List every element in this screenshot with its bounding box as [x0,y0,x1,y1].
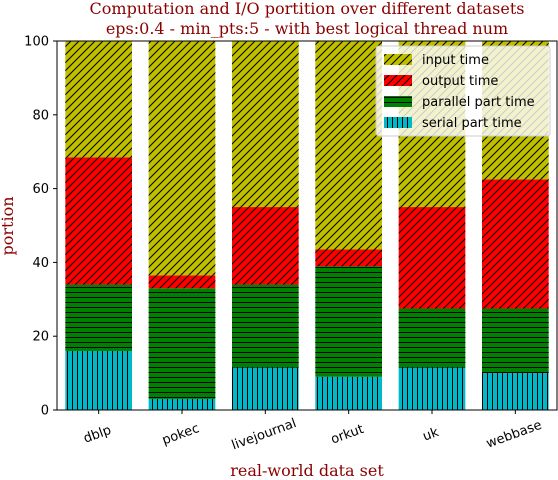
y-tick-label: 40 [32,256,49,271]
legend-box [375,45,551,137]
y-axis-label: portion [0,196,17,255]
bar-orkut-input-time [315,41,382,250]
x-tick-label: livejournal [230,416,299,453]
bar-dblp-parallel-part-time [65,284,132,351]
bar-uk-output-time [398,207,466,309]
y-tick-label: 0 [41,404,49,419]
bar-webbase-output-time [482,179,549,309]
y-tick-label: 20 [32,330,49,345]
bar-dblp-serial-part-time [65,350,132,410]
bar-orkut-output-time [315,249,382,267]
bar-livejournal-input-time [232,41,299,208]
x-tick-label: uk [421,425,441,445]
bar-orkut-parallel-part-time [315,266,382,377]
legend-item-parallel-part-time: parallel part time [384,95,535,110]
bar-webbase-serial-part-time [482,373,549,410]
legend-label: serial part time [422,116,522,131]
y-tick-label: 60 [32,182,49,197]
bar-pokec-serial-part-time [148,398,216,410]
bar-orkut-serial-part-time [315,376,382,410]
bar-webbase-parallel-part-time [482,308,549,374]
x-axis: dblp pokec livejournal orkut uk webbase [82,410,544,453]
x-tick-label: pokec [160,421,201,448]
legend-item-output-time: output time [384,74,498,89]
legend: input time output time parallel part time s… [375,45,551,137]
y-tick-label: 80 [32,108,49,123]
y-axis: 0 20 40 60 80 100 [24,35,57,419]
x-tick-label: webbase [484,418,544,452]
bar-dblp-input-time [65,41,132,158]
legend-item-input-time: input time [384,53,489,68]
bar-livejournal-serial-part-time [232,367,299,410]
plot-frame [56,40,558,411]
bar-pokec-parallel-part-time [148,288,216,399]
legend-item-serial-part-time: serial part time [384,116,522,131]
legend-label: parallel part time [422,95,535,110]
legend-label: input time [422,53,489,68]
legend-label: output time [422,74,498,89]
bar-dblp-output-time [65,157,132,285]
x-tick-label: orkut [329,422,366,448]
x-tick-label: dblp [82,423,114,447]
bar-uk-serial-part-time [398,367,466,410]
bar-livejournal-output-time [232,207,299,285]
bar-pokec-input-time [148,41,216,276]
bar-pokec-output-time [148,275,216,289]
chart-subtitle: eps:0.4 - min_pts:5 - with best logical … [106,19,508,38]
bar-uk-parallel-part-time [398,308,466,368]
bars-group [65,41,549,410]
x-axis-label: real-world data set [230,461,384,480]
y-tick-label: 100 [24,35,49,50]
chart-title: Computation and I/O portition over diffe… [90,0,525,18]
bar-livejournal-parallel-part-time [232,284,299,368]
